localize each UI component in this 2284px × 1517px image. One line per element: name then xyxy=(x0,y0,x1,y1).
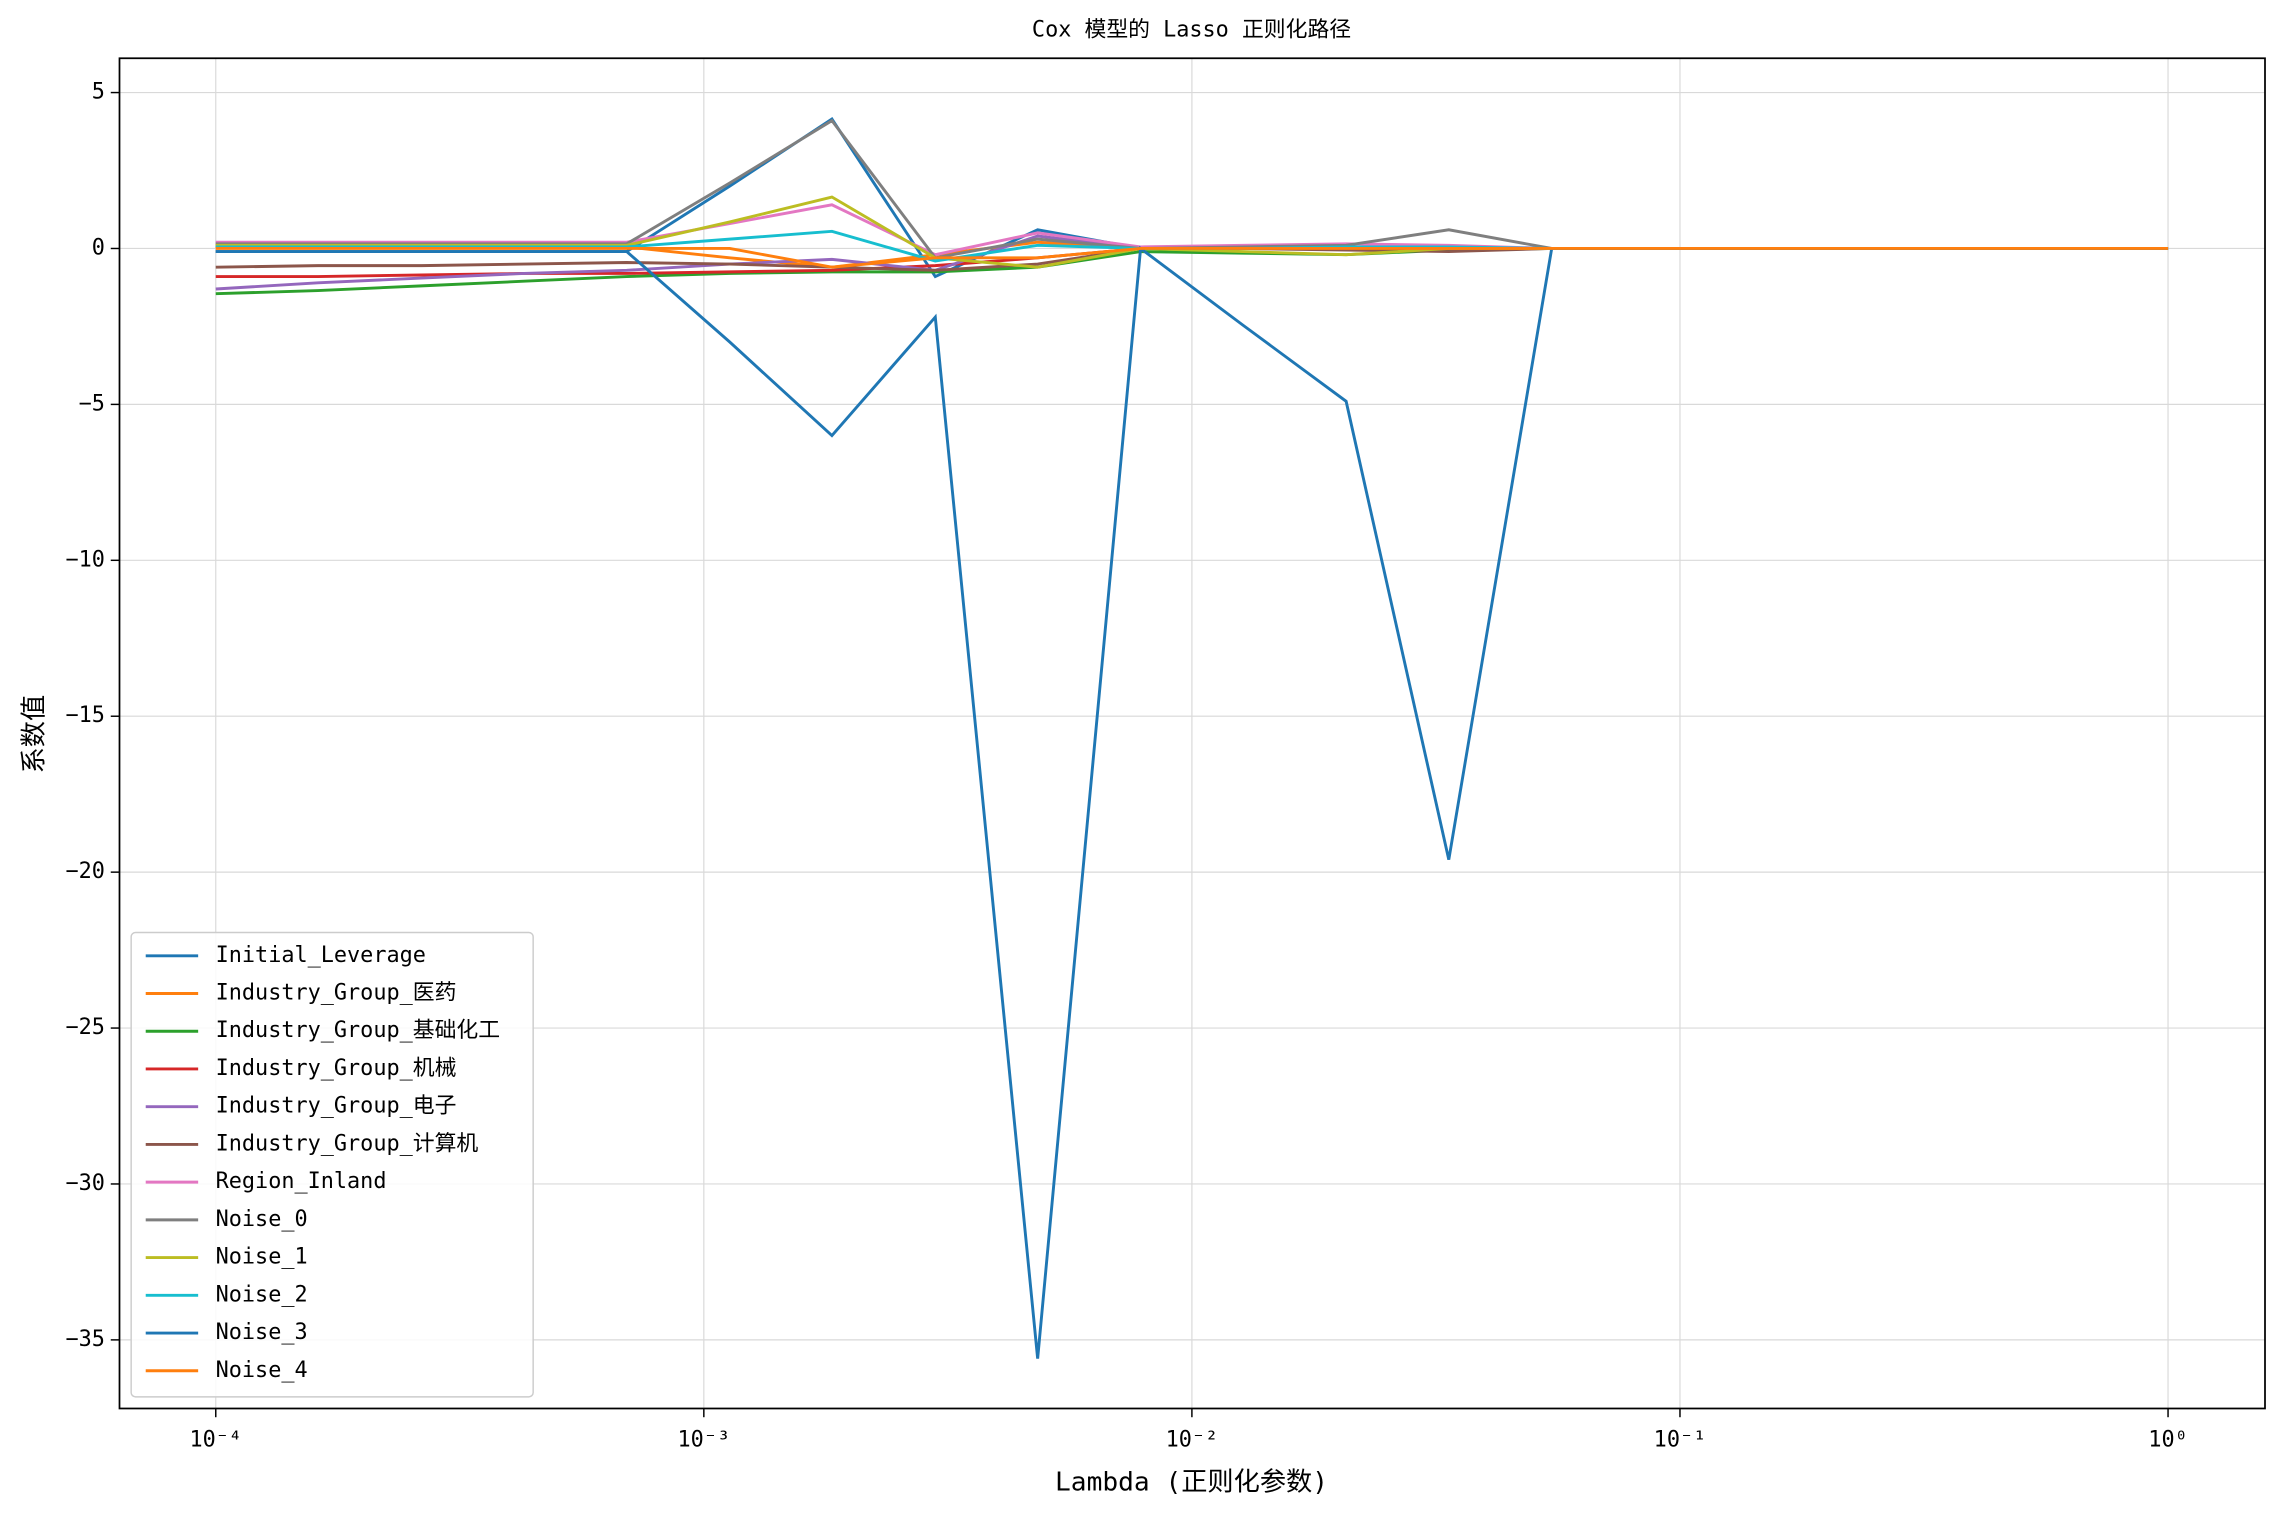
legend-label: Noise_1 xyxy=(216,1245,308,1270)
chart-title: Cox 模型的 Lasso 正则化路径 xyxy=(1032,18,1351,43)
y-tick-label: −5 xyxy=(79,391,105,416)
x-tick-label: 10⁻⁴ xyxy=(189,1428,242,1453)
series-line xyxy=(215,247,2169,269)
y-tick-label: −25 xyxy=(65,1015,104,1040)
y-tick-label: 5 xyxy=(92,80,105,105)
legend-label: Industry_Group_机械 xyxy=(216,1056,457,1081)
x-tick-label: 10⁻² xyxy=(1166,1428,1219,1453)
y-tick-label: −30 xyxy=(65,1171,104,1196)
x-axis-label: Lambda (正则化参数) xyxy=(1055,1467,1328,1497)
legend-box xyxy=(130,931,534,1398)
x-tick-label: 10⁰ xyxy=(2148,1428,2187,1453)
y-tick-label: −15 xyxy=(65,703,104,728)
legend-label: Industry_Group_电子 xyxy=(216,1094,457,1119)
legend-label: Industry_Group_计算机 xyxy=(216,1131,479,1156)
legend-label: Noise_0 xyxy=(216,1207,308,1232)
y-tick-label: −10 xyxy=(65,547,104,572)
legend-label: Industry_Group_医药 xyxy=(216,981,457,1006)
legend-label: Region_Inland xyxy=(216,1169,387,1194)
x-tick-label: 10⁻³ xyxy=(678,1428,731,1453)
legend-label: Noise_4 xyxy=(216,1358,308,1383)
y-tick-label: −20 xyxy=(65,859,104,884)
legend-label: Industry_Group_基础化工 xyxy=(216,1018,500,1043)
y-tick-label: 0 xyxy=(92,235,105,260)
plot-frame xyxy=(118,57,2266,1410)
y-tick-label: −35 xyxy=(65,1327,104,1352)
y-axis-label: 系数值 xyxy=(20,695,50,774)
legend-label: Noise_3 xyxy=(216,1320,308,1345)
legend-label: Noise_2 xyxy=(216,1282,308,1307)
x-tick-label: 10⁻¹ xyxy=(1654,1428,1707,1453)
legend-label: Initial_Leverage xyxy=(216,943,426,968)
